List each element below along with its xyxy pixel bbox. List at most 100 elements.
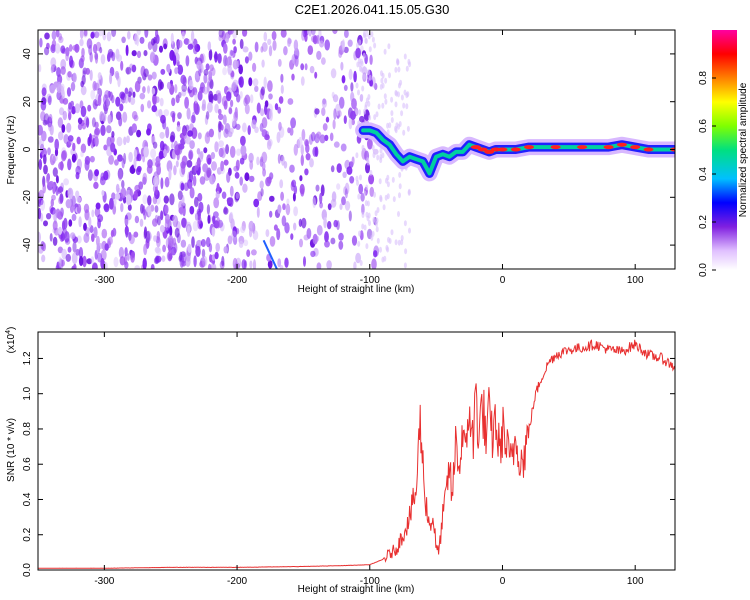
noise-speckle bbox=[239, 176, 243, 186]
noise-speckle bbox=[314, 71, 318, 79]
noise-speckle bbox=[214, 103, 219, 114]
noise-speckle bbox=[325, 116, 330, 123]
noise-speckle bbox=[61, 248, 67, 260]
noise-speckle bbox=[239, 157, 245, 165]
noise-speckle bbox=[169, 225, 173, 237]
noise-speckle bbox=[203, 73, 208, 84]
noise-speckle bbox=[300, 154, 304, 167]
noise-speckle bbox=[68, 102, 72, 110]
noise-speckle bbox=[50, 198, 54, 207]
noise-speckle bbox=[207, 41, 212, 51]
noise-speckle bbox=[293, 47, 300, 60]
noise-speckle bbox=[234, 172, 240, 179]
noise-speckle bbox=[143, 50, 148, 57]
noise-speckle bbox=[111, 131, 115, 138]
noise-speckle bbox=[344, 182, 350, 195]
noise-speckle bbox=[80, 85, 87, 96]
noise-speckle bbox=[151, 105, 158, 113]
noise-speckle bbox=[287, 98, 294, 105]
noise-speckle bbox=[125, 226, 129, 238]
noise-speckle bbox=[174, 227, 180, 238]
noise-speckle-faint bbox=[375, 226, 379, 233]
noise-speckle bbox=[240, 135, 246, 146]
noise-speckle bbox=[316, 262, 322, 269]
noise-speckle bbox=[341, 39, 345, 52]
noise-speckle bbox=[223, 43, 228, 54]
signal-peak bbox=[577, 145, 588, 150]
noise-speckle-faint bbox=[380, 70, 383, 77]
noise-speckle bbox=[55, 175, 59, 184]
noise-speckle bbox=[252, 78, 259, 87]
noise-speckle bbox=[72, 241, 77, 253]
signal-peak bbox=[510, 147, 521, 152]
noise-speckle bbox=[170, 142, 174, 150]
noise-speckle bbox=[223, 207, 229, 215]
snr-x-ticks: -300 -200 -100 0 100 bbox=[94, 332, 644, 587]
noise-speckle bbox=[147, 100, 152, 109]
noise-speckle bbox=[321, 57, 326, 65]
noise-speckle bbox=[172, 237, 177, 246]
noise-speckle bbox=[260, 86, 265, 96]
noise-speckle bbox=[208, 90, 214, 103]
noise-speckle bbox=[132, 91, 136, 98]
noise-speckle bbox=[228, 30, 234, 35]
noise-speckle bbox=[220, 147, 226, 159]
y-tick-label: -40 bbox=[22, 237, 33, 252]
noise-speckle bbox=[134, 215, 140, 224]
x-tick-label: -300 bbox=[94, 576, 114, 587]
noise-speckle bbox=[310, 250, 316, 258]
colorbar-gradient bbox=[712, 30, 737, 270]
noise-speckle-faint bbox=[383, 48, 387, 55]
noise-speckle-faint bbox=[399, 79, 403, 86]
noise-speckle bbox=[337, 110, 342, 117]
noise-speckle bbox=[234, 107, 238, 118]
noise-speckle bbox=[207, 101, 213, 113]
noise-speckle bbox=[344, 200, 351, 211]
noise-speckle bbox=[68, 55, 74, 68]
noise-speckle-faint bbox=[356, 42, 359, 49]
noise-speckle bbox=[84, 155, 91, 165]
noise-speckle bbox=[86, 38, 93, 49]
noise-speckle bbox=[182, 76, 187, 87]
spectrogram-y-label: Frequency (Hz) bbox=[6, 116, 17, 185]
noise-speckle bbox=[293, 39, 299, 51]
noise-speckle-faint bbox=[362, 52, 366, 59]
noise-speckle bbox=[66, 122, 72, 133]
noise-speckle bbox=[257, 191, 263, 202]
noise-speckle bbox=[207, 214, 211, 224]
noise-speckle bbox=[251, 119, 257, 129]
noise-speckle bbox=[299, 175, 303, 182]
signal-peak bbox=[630, 145, 641, 150]
noise-speckle bbox=[82, 255, 87, 268]
noise-speckle bbox=[252, 230, 259, 241]
noise-speckle-faint bbox=[379, 83, 383, 90]
noise-speckle bbox=[246, 249, 251, 257]
signal-peak bbox=[470, 145, 481, 150]
noise-speckle bbox=[216, 217, 221, 229]
noise-speckle bbox=[47, 147, 51, 156]
noise-speckle bbox=[277, 153, 281, 164]
noise-speckle bbox=[351, 156, 355, 165]
noise-speckle bbox=[267, 38, 272, 46]
noise-speckle bbox=[185, 256, 191, 267]
noise-speckle-faint bbox=[394, 66, 398, 73]
noise-speckle bbox=[63, 134, 69, 144]
signal-peak bbox=[497, 147, 508, 152]
noise-speckle bbox=[134, 33, 138, 45]
x-tick-label: -100 bbox=[360, 576, 380, 587]
noise-speckle bbox=[115, 96, 121, 107]
noise-speckle bbox=[205, 111, 210, 120]
noise-speckle-faint bbox=[355, 175, 359, 182]
noise-speckle bbox=[272, 40, 277, 51]
y-tick-label: 0.8 bbox=[22, 422, 33, 436]
noise-speckle bbox=[93, 43, 98, 54]
noise-speckle bbox=[226, 91, 232, 102]
colorbar-tick-label: 0.4 bbox=[698, 167, 709, 181]
noise-speckle bbox=[185, 55, 190, 67]
noise-speckle bbox=[172, 54, 177, 66]
noise-speckle bbox=[151, 87, 156, 95]
noise-speckle bbox=[92, 99, 98, 110]
noise-speckle bbox=[127, 204, 132, 211]
x-tick-label: -200 bbox=[227, 275, 247, 286]
noise-speckle bbox=[280, 73, 284, 83]
